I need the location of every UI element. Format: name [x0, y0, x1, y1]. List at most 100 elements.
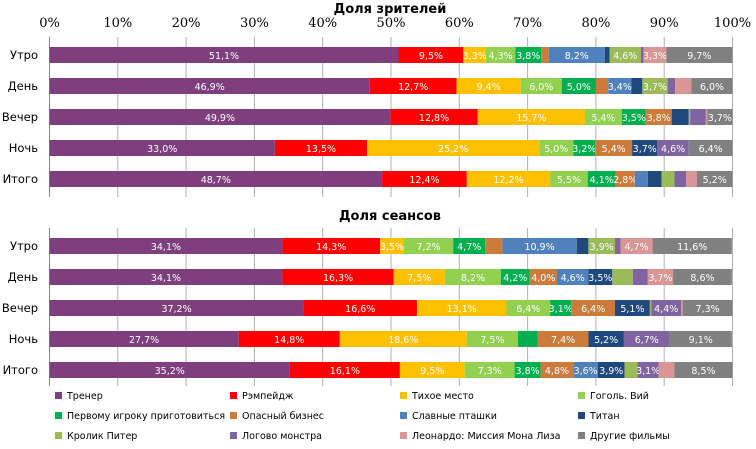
data-label: 3,5%: [588, 273, 612, 284]
bar-segment: [537, 331, 589, 347]
bar-segment: [382, 171, 467, 187]
bar-segment: [623, 331, 670, 347]
data-label: 3,7%: [643, 82, 667, 93]
data-label: 8,2%: [565, 51, 589, 62]
bar-segment: [651, 300, 682, 316]
bar-segment: [49, 269, 283, 285]
chart-title: Доля зрителей: [334, 2, 447, 17]
bar-segment: [49, 331, 239, 347]
legend-item: Кролик Питер: [55, 431, 137, 442]
legend-label: Первому игроку приготовиться: [67, 411, 226, 422]
bar-segment: [624, 362, 638, 378]
data-label: 5,2%: [703, 175, 727, 186]
data-label: 14,8%: [274, 335, 304, 346]
data-label: 49,9%: [205, 113, 235, 124]
bar-segment: [289, 362, 400, 378]
data-label: 7,5%: [480, 335, 504, 346]
data-label: 7,5%: [407, 273, 431, 284]
data-label: 2,8%: [613, 175, 637, 186]
bar-segment: [49, 47, 399, 63]
x-tick-label: 100%: [714, 16, 751, 31]
bar-segment: [576, 238, 589, 254]
bar-segment: [705, 109, 708, 125]
bar-segment: [675, 78, 692, 94]
legend-item: Тихое место: [400, 391, 474, 402]
data-label: 18,6%: [388, 335, 418, 346]
data-label: 6,0%: [700, 82, 724, 93]
data-label: 6,7%: [635, 335, 659, 346]
legend-label: Леонардо: Миссия Мона Лиза: [412, 431, 561, 442]
bar-segment: [548, 47, 605, 63]
bar-segment: [652, 238, 732, 254]
bar-segment: [631, 78, 643, 94]
bar-segment: [571, 300, 616, 316]
bar-segment: [615, 300, 650, 316]
bar-segment: [369, 78, 457, 94]
legend-label: Опасный бизнес: [242, 411, 325, 422]
bar-segment: [595, 140, 633, 156]
bar-segment: [696, 171, 733, 187]
legend-item: Другие фильмы: [578, 431, 670, 442]
bar-segment: [642, 78, 668, 94]
data-label: 3,8%: [647, 113, 671, 124]
data-label: 7,3%: [696, 304, 720, 315]
data-label: 4,4%: [654, 304, 678, 315]
legend-swatch: [578, 392, 585, 399]
data-label: 3,8%: [516, 366, 540, 377]
data-label: 6,0%: [529, 82, 553, 93]
bar-segment: [464, 362, 515, 378]
data-label: 13,5%: [306, 144, 336, 155]
bar-segment: [649, 300, 652, 316]
bar-segment: [561, 78, 596, 94]
bar-segment: [556, 269, 589, 285]
bar-segment: [690, 109, 706, 125]
bar-segment: [456, 78, 521, 94]
category-label: Ночь: [9, 332, 38, 346]
bar-segment: [390, 109, 478, 125]
bar-segment: [707, 109, 733, 125]
bar-segment: [587, 171, 616, 187]
bar-segment: [403, 238, 454, 254]
bar-segment: [380, 238, 404, 254]
legend-swatch: [400, 412, 407, 419]
data-label: 7,2%: [416, 242, 440, 253]
data-label: 16,3%: [323, 273, 353, 284]
bar-segment: [666, 47, 733, 63]
bar-segment: [645, 109, 672, 125]
category-label: Итого: [3, 363, 38, 377]
data-label: 3,7%: [708, 113, 732, 124]
data-label: 34,1%: [151, 242, 181, 253]
data-label: 12,8%: [419, 113, 449, 124]
bar-segment: [667, 78, 676, 94]
data-label: 3,3%: [463, 51, 487, 62]
bar-segment: [681, 300, 683, 316]
legend-item: Тренер: [55, 391, 103, 402]
legend-item: Славные пташки: [400, 411, 497, 422]
data-label: 4,1%: [590, 175, 614, 186]
x-tick-label: 60%: [445, 16, 474, 31]
data-label: 12,2%: [493, 175, 523, 186]
legend-swatch: [578, 432, 585, 439]
bar-segment: [520, 78, 562, 94]
data-label: 51,1%: [209, 51, 239, 62]
bar-segment: [588, 331, 624, 347]
data-label: 4,7%: [624, 242, 648, 253]
bar-segment: [637, 362, 659, 378]
bar-segment: [49, 78, 370, 94]
bar-segment: [588, 269, 613, 285]
bar-segment: [49, 140, 275, 156]
bar-segment: [367, 140, 540, 156]
data-label: 6,4%: [581, 304, 605, 315]
x-tick-label: 30%: [240, 16, 269, 31]
x-tick-label: 40%: [308, 16, 337, 31]
data-label: 3,7%: [648, 273, 672, 284]
bar-segment: [674, 171, 687, 187]
data-label: 5,5%: [557, 175, 581, 186]
data-label: 4,0%: [531, 273, 555, 284]
bar-segment: [541, 47, 549, 63]
category-label: Утро: [10, 239, 38, 253]
data-label: 5,2%: [594, 335, 618, 346]
data-label: 3,3%: [643, 51, 667, 62]
data-label: 4,6%: [613, 51, 637, 62]
